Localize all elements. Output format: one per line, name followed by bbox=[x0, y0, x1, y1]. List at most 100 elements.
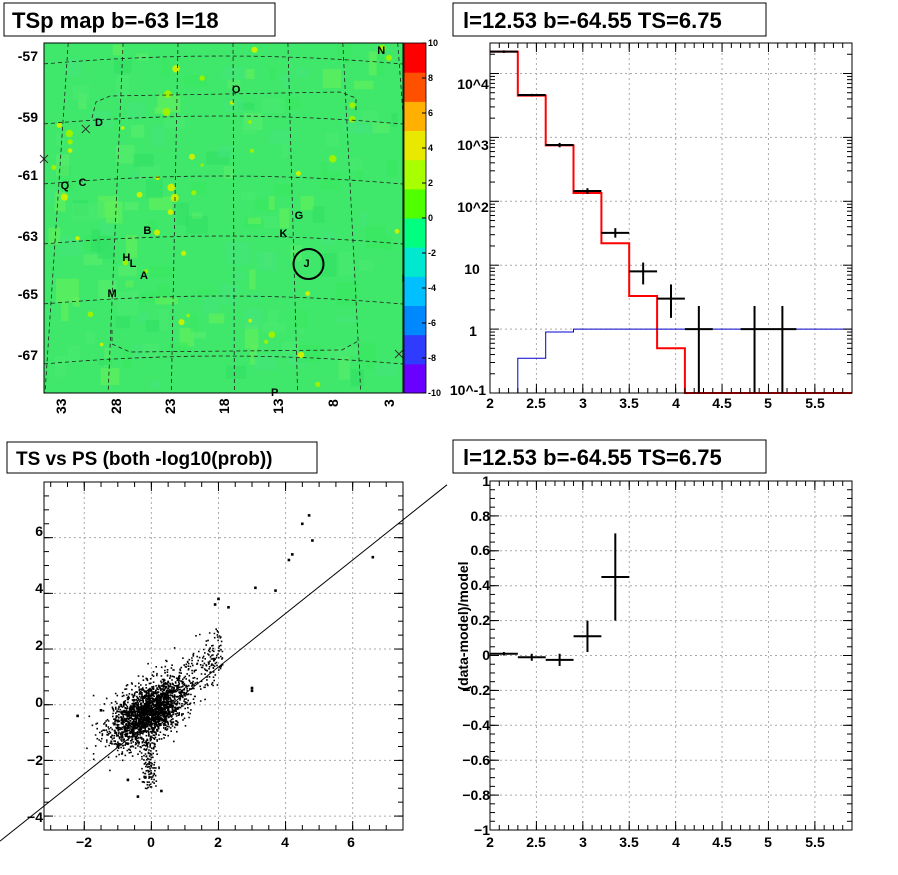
map-patch bbox=[147, 220, 158, 231]
graticule-lat bbox=[43, 175, 404, 185]
colorbar-swatch bbox=[404, 101, 426, 131]
map-patch bbox=[293, 309, 308, 329]
spectrum-title-box bbox=[452, 2, 767, 37]
map-patch bbox=[244, 68, 255, 80]
colorbar-swatch bbox=[404, 363, 426, 394]
tsmap-title-box bbox=[3, 2, 276, 37]
spectrum-ytick: 10^2 bbox=[457, 199, 489, 215]
map-patch bbox=[97, 236, 115, 259]
scatter-title-box bbox=[6, 441, 318, 474]
scatter-ticks bbox=[44, 482, 403, 831]
scatter-frame[interactable] bbox=[43, 481, 404, 831]
exposure-boundary bbox=[91, 91, 357, 119]
map-patch bbox=[191, 331, 206, 339]
colorbar-tick-label: 0 bbox=[428, 213, 433, 223]
source-label: J bbox=[303, 258, 309, 270]
map-patch bbox=[244, 308, 263, 329]
map-patch bbox=[391, 113, 398, 127]
map-hotspot bbox=[315, 381, 321, 387]
spectrum-xtick: 5 bbox=[764, 395, 772, 411]
residual-ytick: 1 bbox=[482, 473, 490, 489]
tsmap-ytick: -63 bbox=[18, 228, 38, 244]
map-patch bbox=[319, 253, 337, 277]
residual-ytick: 0.2 bbox=[471, 612, 491, 628]
model-histogram bbox=[490, 328, 852, 394]
map-patch bbox=[176, 202, 189, 226]
scatter-point bbox=[136, 795, 140, 798]
map-patch bbox=[55, 133, 65, 146]
map-patch bbox=[241, 122, 257, 135]
map-patch bbox=[116, 75, 130, 99]
scatter-grid bbox=[44, 482, 403, 830]
map-patch bbox=[249, 344, 257, 365]
scatter-point bbox=[250, 686, 254, 690]
x-marker bbox=[394, 349, 404, 359]
residual-xtick: 5.5 bbox=[805, 834, 825, 850]
map-hotspot bbox=[181, 250, 187, 256]
map-patch bbox=[169, 342, 188, 353]
tsmap-y-ticks: -57 -59 -61 -63 -65 -67 bbox=[18, 48, 38, 363]
map-patch bbox=[54, 355, 67, 377]
residual-ytick: −0.2 bbox=[462, 682, 490, 698]
scatter-point bbox=[254, 586, 257, 590]
spectrum-x-labels: 2 2.5 3 3.5 4 4.5 5 5.5 bbox=[486, 395, 825, 411]
map-hotspot bbox=[295, 171, 301, 176]
colorbar-tick-label: 8 bbox=[428, 73, 433, 83]
map-patch bbox=[88, 110, 111, 127]
map-patch bbox=[145, 320, 160, 332]
map-hotspot bbox=[164, 90, 172, 98]
map-hotspot bbox=[200, 163, 204, 167]
map-patch bbox=[197, 289, 215, 298]
map-patch bbox=[326, 132, 340, 147]
source-label: L bbox=[130, 258, 137, 270]
tsmap-area[interactable] bbox=[44, 43, 403, 393]
map-patch bbox=[112, 44, 124, 56]
residual-ytick: −0.8 bbox=[462, 787, 490, 803]
spectrum-ytick: 1 bbox=[469, 323, 477, 339]
map-hotspot bbox=[155, 175, 160, 181]
map-patch bbox=[360, 211, 367, 227]
spectrum-panel: l=12.53 b=-64.55 TS=6.75 2 2.5 3 3.5 4 4… bbox=[450, 2, 853, 411]
map-hotspot bbox=[60, 193, 68, 201]
scatter-point bbox=[99, 709, 103, 712]
map-patch bbox=[148, 381, 161, 390]
graticule-lon bbox=[342, 42, 362, 394]
map-patch bbox=[357, 342, 376, 364]
spectrum-xtick: 3 bbox=[579, 395, 587, 411]
spectrum-frame[interactable] bbox=[489, 42, 853, 394]
tsmap-xtick: 33 bbox=[53, 398, 69, 414]
map-patch bbox=[164, 114, 186, 129]
map-patch bbox=[290, 245, 302, 261]
colorbar-tick-label: 4 bbox=[428, 143, 433, 153]
map-patch bbox=[98, 358, 112, 366]
map-hotspot bbox=[394, 228, 400, 234]
map-patch bbox=[244, 324, 259, 349]
residual-ytick: −0.6 bbox=[462, 752, 490, 768]
map-patch bbox=[145, 178, 163, 199]
map-patch bbox=[376, 54, 385, 76]
map-patch bbox=[115, 145, 135, 164]
map-hotspot bbox=[251, 46, 258, 53]
scatter-point bbox=[227, 606, 230, 609]
residual-ytick: 0.6 bbox=[471, 542, 491, 558]
scatter-plot bbox=[76, 514, 375, 798]
graticule-lon bbox=[44, 42, 69, 394]
map-patch bbox=[247, 217, 262, 224]
map-hotspot bbox=[186, 313, 190, 318]
map-patch bbox=[161, 58, 170, 78]
scatter-point bbox=[307, 514, 311, 517]
spectrum-plot bbox=[490, 50, 852, 394]
map-hotspot bbox=[154, 229, 160, 236]
map-hotspot bbox=[297, 351, 305, 359]
residual-xtick: 4 bbox=[672, 834, 680, 850]
map-hotspot bbox=[122, 259, 129, 266]
map-patch bbox=[223, 166, 234, 179]
map-patch bbox=[125, 235, 138, 258]
map-patch bbox=[368, 51, 377, 76]
source-label: M bbox=[108, 288, 117, 300]
map-patch bbox=[54, 191, 66, 212]
map-patch bbox=[248, 294, 261, 301]
source-label: G bbox=[295, 210, 304, 222]
graticule-lat bbox=[43, 235, 404, 245]
scatter-point bbox=[113, 722, 116, 726]
